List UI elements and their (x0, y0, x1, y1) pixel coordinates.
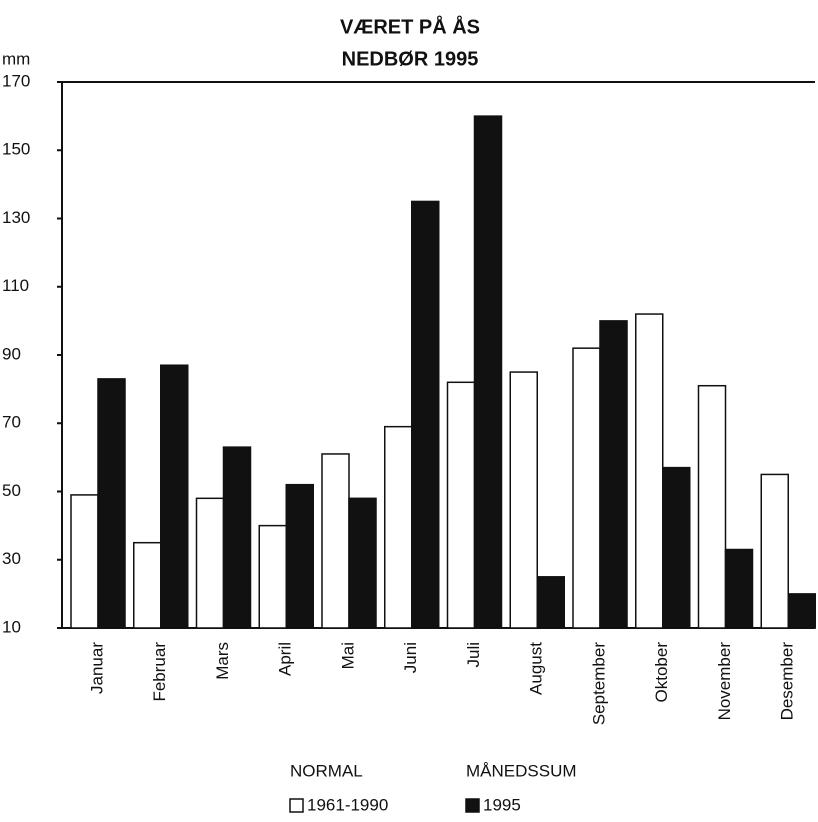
bar (195, 497, 225, 629)
x-tick-label: Juli (464, 642, 483, 668)
bar (97, 378, 126, 629)
y-tick-label: 30 (2, 549, 21, 568)
bar (662, 466, 691, 629)
bar (572, 347, 601, 629)
x-tick-label: August (527, 642, 546, 695)
y-tick-label: 50 (2, 481, 21, 500)
bar (536, 576, 565, 629)
bar (411, 200, 440, 629)
bar (222, 446, 252, 629)
bar (787, 593, 816, 629)
y-tick-label: 170 (2, 71, 30, 90)
bar (599, 320, 628, 629)
x-tick-label: September (589, 642, 608, 725)
x-tick-label: Mai (338, 642, 357, 669)
chart-title: VÆRET PÅ ÅS (340, 14, 480, 38)
bar (348, 497, 377, 629)
y-tick-label: 10 (2, 617, 21, 636)
legend-label: 1995 (483, 795, 521, 814)
x-tick-label: Mars (213, 642, 232, 680)
y-tick-label: 70 (2, 413, 21, 432)
legend-swatch (465, 798, 480, 813)
y-tick-label: 150 (2, 140, 30, 159)
y-axis-label: mm (2, 49, 30, 68)
chart-title: NEDBØR 1995 (342, 48, 479, 70)
bar (258, 524, 287, 629)
x-tick-label: April (276, 642, 295, 676)
bar (724, 548, 754, 629)
legend-swatch (289, 798, 304, 813)
x-tick-label: Januar (87, 642, 106, 694)
y-tick-label: 130 (2, 208, 30, 227)
y-tick-label: 90 (2, 344, 21, 363)
x-tick-label: Juni (401, 642, 420, 673)
bar (760, 473, 789, 629)
bar (160, 364, 189, 629)
x-tick-label: Oktober (652, 642, 671, 703)
bar (384, 425, 413, 629)
bar (509, 371, 538, 629)
x-tick-label: Februar (150, 642, 169, 702)
legend-header: MÅNEDSSUM (466, 761, 577, 780)
legend-label: 1961-1990 (307, 795, 388, 814)
bar (133, 541, 162, 629)
bar (635, 313, 664, 629)
legend-header: NORMAL (290, 761, 363, 780)
bar (321, 453, 350, 629)
bar (285, 483, 314, 629)
x-tick-label: Desember (778, 642, 797, 721)
bar (697, 384, 727, 629)
bar (473, 115, 503, 629)
bar (70, 494, 99, 629)
x-tick-label: November (715, 642, 734, 721)
y-tick-label: 110 (2, 276, 29, 295)
bar (446, 381, 476, 629)
